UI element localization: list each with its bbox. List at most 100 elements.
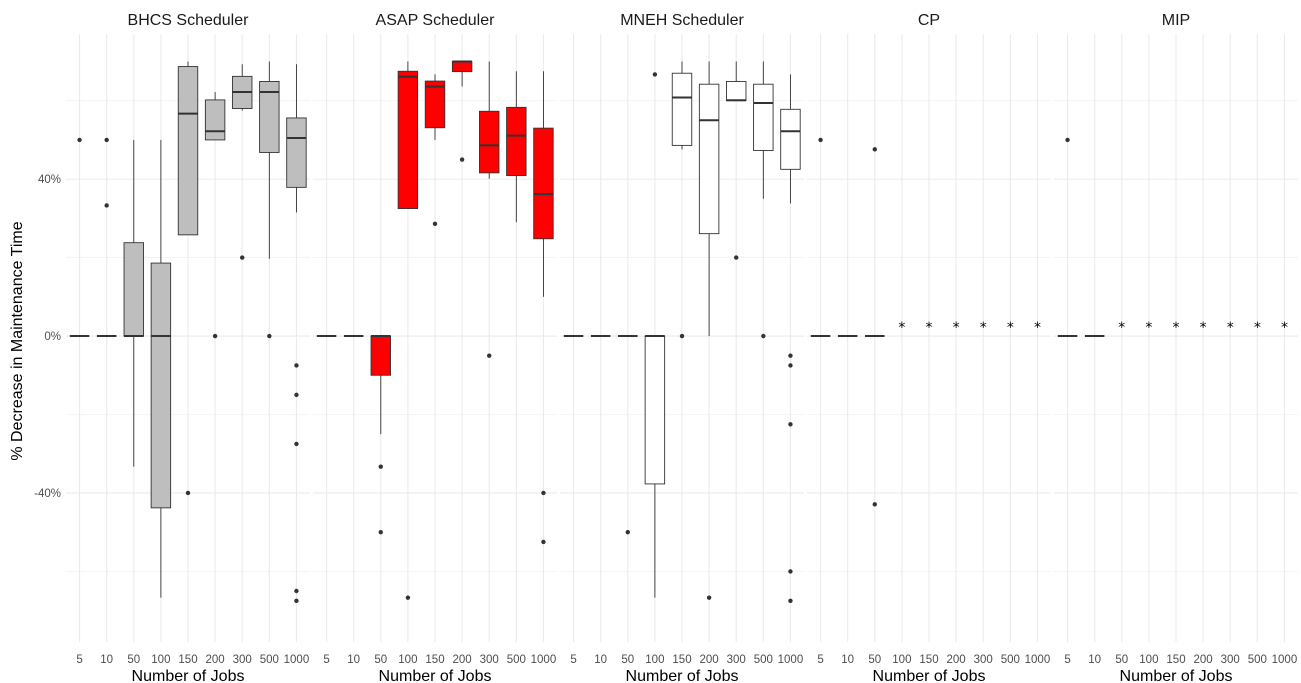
x-tick-label: 150 xyxy=(1166,654,1185,666)
x-axis-title: Number of Jobs xyxy=(626,668,739,683)
x-tick-label: 100 xyxy=(1139,654,1158,666)
box-group xyxy=(123,139,144,467)
outlier-point xyxy=(706,595,712,600)
x-tick-label: 200 xyxy=(453,654,472,666)
x-tick-label: 5 xyxy=(1064,654,1070,666)
box-group xyxy=(451,60,473,162)
box-group xyxy=(1057,137,1078,338)
box xyxy=(370,335,391,376)
box xyxy=(533,127,554,240)
missing-marker: * xyxy=(926,320,933,336)
box-group xyxy=(533,71,554,545)
box xyxy=(698,83,720,235)
box-group xyxy=(397,61,419,600)
box-group xyxy=(69,137,90,338)
x-tick-label: 10 xyxy=(347,654,360,666)
y-axis: -40% 0% 40% xyxy=(34,174,61,500)
box xyxy=(259,81,280,153)
missing-marker: * xyxy=(1007,320,1014,336)
outlier-point xyxy=(872,147,877,152)
outlier-point xyxy=(267,333,272,339)
x-tick-label: 50 xyxy=(374,654,387,666)
facet-title: MIP xyxy=(1162,12,1190,29)
x-axis-title: Number of Jobs xyxy=(132,668,245,683)
outlier-point xyxy=(487,353,492,358)
box xyxy=(479,110,500,174)
x-tick-label: 150 xyxy=(919,654,938,666)
x-tick-label: 100 xyxy=(645,654,664,666)
x-tick-label: 5 xyxy=(323,654,329,666)
missing-marker: * xyxy=(1034,320,1041,336)
y-tick-label: 0% xyxy=(44,331,61,343)
outlier-point xyxy=(432,221,438,227)
x-tick-label: 200 xyxy=(206,654,225,666)
x-tick-label: 150 xyxy=(178,654,197,666)
box xyxy=(753,83,774,151)
outlier-point xyxy=(212,333,218,339)
y-axis-title: % Decrease in Maintenance Time xyxy=(9,221,26,460)
facet-panel: MIP 5 10 50 100 150 200 300 500 1000 Number of Job… xyxy=(1054,12,1298,683)
box xyxy=(671,72,693,146)
box-group xyxy=(286,64,307,604)
outlier-point xyxy=(788,353,793,358)
facet-title: BHCS Scheduler xyxy=(128,12,250,29)
outlier-point xyxy=(104,203,109,208)
x-tick-label: 50 xyxy=(127,654,140,666)
outlier-point xyxy=(541,539,546,545)
box-group xyxy=(370,335,391,535)
box xyxy=(644,335,666,485)
x-tick-label: 500 xyxy=(507,654,526,666)
box-group xyxy=(810,137,831,338)
box-group xyxy=(232,64,253,260)
x-tick-label: 10 xyxy=(100,654,113,666)
x-tick-label: 500 xyxy=(260,654,279,666)
box xyxy=(780,108,801,170)
facet-panel: ASAP Scheduler 5 10 50 100 150 200 300 500 1000 Nu… xyxy=(313,12,557,683)
y-tick-label: 40% xyxy=(38,174,61,186)
outlier-point xyxy=(872,502,877,507)
missing-marker: * xyxy=(1145,320,1152,336)
x-tick-label: 300 xyxy=(480,654,499,666)
box xyxy=(451,61,473,73)
x-tick-label: 1000 xyxy=(1025,654,1051,666)
facet-panel: CP 5 10 50 100 150 200 300 500 1000 Number of Jobs… xyxy=(807,12,1051,683)
missing-marker: * xyxy=(1200,320,1207,336)
x-tick-label: 200 xyxy=(1194,654,1213,666)
box-group xyxy=(726,61,747,260)
box-group xyxy=(753,61,774,339)
x-tick-label: 500 xyxy=(1248,654,1267,666)
outlier-point xyxy=(405,595,411,600)
box xyxy=(150,262,172,509)
x-tick-label: 50 xyxy=(868,654,881,666)
x-tick-label: 500 xyxy=(754,654,773,666)
x-tick-label: 10 xyxy=(594,654,607,666)
missing-marker: * xyxy=(1281,320,1288,336)
missing-marker: * xyxy=(1173,320,1180,336)
box xyxy=(726,81,747,102)
box-group xyxy=(618,335,638,535)
box-group xyxy=(671,61,693,339)
facet-title: ASAP Scheduler xyxy=(376,12,496,29)
box xyxy=(286,117,307,188)
x-tick-label: 300 xyxy=(727,654,746,666)
box-group xyxy=(204,92,226,339)
outlier-point xyxy=(788,598,793,604)
outlier-point xyxy=(459,157,465,162)
x-tick-label: 100 xyxy=(892,654,911,666)
box-group xyxy=(150,139,172,598)
x-tick-label: 150 xyxy=(672,654,691,666)
x-tick-label: 300 xyxy=(1221,654,1240,666)
facet-panel: BHCS Scheduler 5 10 50 100 150 200 300 500 1000 Nu… xyxy=(66,12,310,683)
outlier-point xyxy=(185,490,191,496)
x-tick-label: 50 xyxy=(1115,654,1128,666)
outlier-point xyxy=(734,255,739,260)
box xyxy=(506,106,527,177)
x-tick-label: 1000 xyxy=(284,654,310,666)
outlier-point xyxy=(77,137,82,143)
x-tick-label: 100 xyxy=(151,654,170,666)
outlier-point xyxy=(104,137,109,143)
outlier-point xyxy=(240,255,245,260)
missing-marker: * xyxy=(1254,320,1261,336)
outlier-point xyxy=(294,392,299,398)
